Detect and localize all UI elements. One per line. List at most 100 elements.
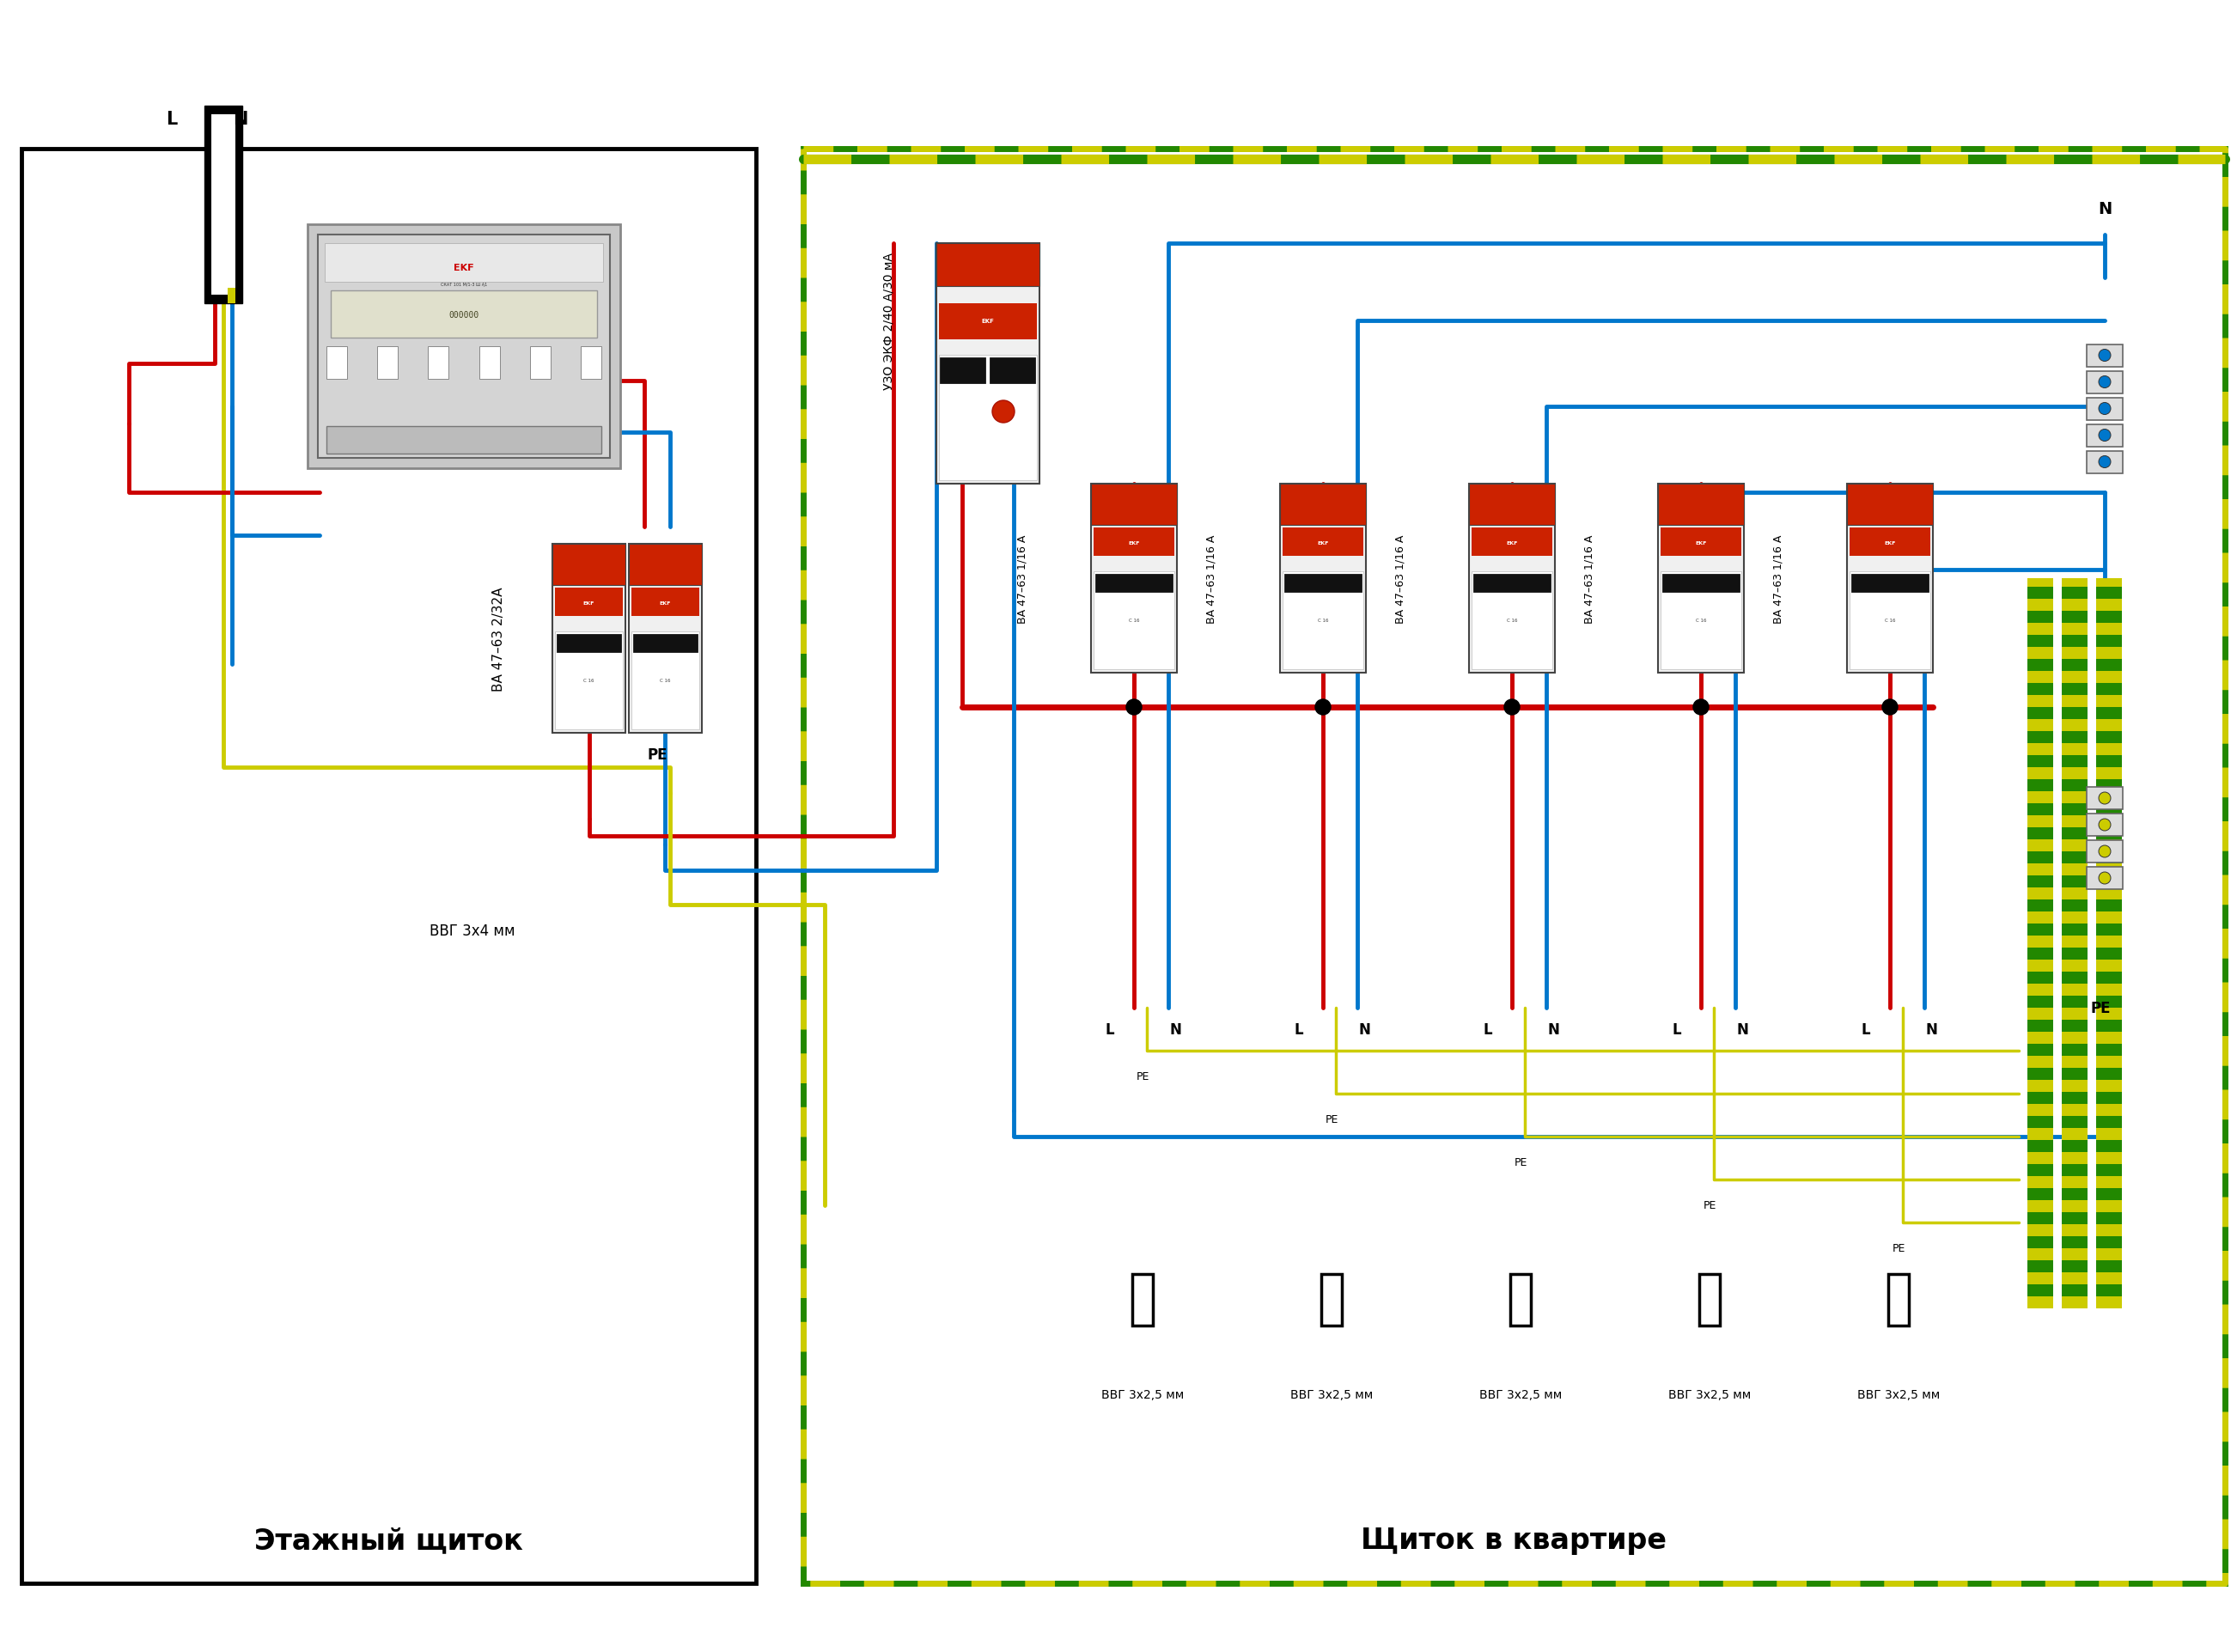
Bar bbox=[2063, 695, 2087, 707]
Text: N: N bbox=[1926, 1023, 1937, 1037]
Bar bbox=[633, 634, 696, 653]
Bar bbox=[2063, 1056, 2087, 1069]
Bar bbox=[2096, 839, 2123, 852]
Bar bbox=[1848, 484, 1933, 525]
Text: ВА 47–63 1/16 А: ВА 47–63 1/16 А bbox=[1394, 534, 1405, 623]
Bar bbox=[318, 235, 611, 459]
Bar bbox=[1850, 527, 1931, 557]
Text: ВВГ 3х2,5 мм: ВВГ 3х2,5 мм bbox=[1291, 1388, 1374, 1401]
Text: C 16: C 16 bbox=[1884, 618, 1895, 623]
Bar bbox=[2063, 1249, 2087, 1260]
Bar bbox=[2027, 985, 2054, 996]
Text: EKF: EKF bbox=[454, 264, 474, 273]
Text: 000000: 000000 bbox=[450, 311, 479, 319]
Bar bbox=[327, 347, 347, 380]
Bar bbox=[803, 149, 2226, 1583]
Bar bbox=[1280, 484, 1367, 672]
Text: ВВГ 3х4 мм: ВВГ 3х4 мм bbox=[430, 923, 515, 938]
Circle shape bbox=[2098, 350, 2112, 362]
Text: СКАТ 101 М/1-3 Ш Ą1: СКАТ 101 М/1-3 Ш Ą1 bbox=[441, 282, 488, 287]
Bar bbox=[331, 291, 597, 339]
Bar bbox=[2027, 720, 2054, 732]
Bar bbox=[1850, 572, 1931, 669]
Bar bbox=[2096, 600, 2123, 611]
Circle shape bbox=[2098, 456, 2112, 469]
Bar bbox=[2027, 648, 2054, 659]
Text: ВА 47–63 1/16 А: ВА 47–63 1/16 А bbox=[1584, 534, 1595, 623]
Bar bbox=[991, 358, 1033, 383]
Bar bbox=[2087, 451, 2123, 474]
Text: EKF: EKF bbox=[1318, 540, 1329, 545]
Bar bbox=[2063, 1272, 2087, 1285]
Bar bbox=[2027, 743, 2054, 755]
Text: EKF: EKF bbox=[1884, 540, 1895, 545]
Bar bbox=[2063, 985, 2087, 996]
Text: C 16: C 16 bbox=[1696, 618, 1707, 623]
Bar bbox=[2096, 864, 2123, 876]
Bar bbox=[2027, 839, 2054, 852]
Bar bbox=[1280, 484, 1367, 525]
Bar bbox=[228, 289, 235, 304]
Bar bbox=[2096, 648, 2123, 659]
Bar bbox=[2063, 578, 2087, 588]
Bar bbox=[2096, 623, 2123, 636]
Bar bbox=[2063, 937, 2087, 948]
Bar bbox=[1470, 484, 1555, 672]
Bar bbox=[631, 631, 700, 730]
Bar bbox=[940, 355, 1038, 481]
Bar bbox=[2087, 398, 2123, 420]
Bar bbox=[2096, 1008, 2123, 1019]
Bar bbox=[2027, 1224, 2054, 1236]
Bar bbox=[2063, 887, 2087, 900]
Bar bbox=[1472, 527, 1552, 557]
Bar bbox=[937, 244, 1040, 484]
Circle shape bbox=[1315, 700, 1331, 715]
Bar bbox=[2087, 788, 2123, 809]
Bar bbox=[2063, 1128, 2087, 1140]
Bar bbox=[2063, 1201, 2087, 1213]
Bar bbox=[1094, 527, 1174, 557]
Bar bbox=[2063, 623, 2087, 636]
Text: EKF: EKF bbox=[982, 319, 993, 324]
Bar bbox=[2063, 960, 2087, 971]
Text: ВВГ 3х2,5 мм: ВВГ 3х2,5 мм bbox=[1479, 1388, 1561, 1401]
Text: C 16: C 16 bbox=[584, 679, 595, 682]
Circle shape bbox=[2098, 377, 2112, 388]
Bar bbox=[2087, 814, 2123, 836]
Bar bbox=[1474, 575, 1550, 591]
Bar bbox=[2096, 816, 2123, 828]
Bar bbox=[2027, 1249, 2054, 1260]
Circle shape bbox=[993, 401, 1016, 423]
Circle shape bbox=[2098, 403, 2112, 415]
Bar bbox=[2063, 1008, 2087, 1019]
Bar bbox=[1132, 1274, 1152, 1325]
Bar bbox=[2096, 985, 2123, 996]
Bar bbox=[2027, 1080, 2054, 1092]
Bar bbox=[1472, 572, 1552, 669]
Bar bbox=[2063, 648, 2087, 659]
Bar bbox=[327, 426, 602, 454]
Text: EKF: EKF bbox=[584, 601, 595, 605]
Bar bbox=[210, 116, 235, 296]
Text: ВВГ 3х2,5 мм: ВВГ 3х2,5 мм bbox=[1857, 1388, 1939, 1401]
Bar bbox=[2096, 1224, 2123, 1236]
Bar bbox=[2063, 1176, 2087, 1188]
Text: PE: PE bbox=[1136, 1070, 1150, 1082]
Bar bbox=[2027, 1297, 2054, 1308]
Text: N: N bbox=[1736, 1023, 1747, 1037]
Text: N: N bbox=[2098, 202, 2112, 218]
Bar bbox=[2096, 1272, 2123, 1285]
Bar bbox=[2027, 937, 2054, 948]
Bar bbox=[378, 347, 398, 380]
Bar bbox=[1282, 572, 1362, 669]
Bar bbox=[1852, 575, 1928, 591]
Text: УЗО ЭКФ 2/40 А/30 мА: УЗО ЭКФ 2/40 А/30 мА bbox=[884, 253, 895, 390]
Bar bbox=[2027, 578, 2054, 588]
Bar bbox=[204, 106, 242, 304]
Bar bbox=[1658, 484, 1745, 525]
Bar bbox=[2027, 671, 2054, 684]
Text: C 16: C 16 bbox=[660, 679, 671, 682]
Bar bbox=[1322, 1274, 1342, 1325]
Bar bbox=[582, 347, 602, 380]
Bar bbox=[629, 545, 702, 733]
